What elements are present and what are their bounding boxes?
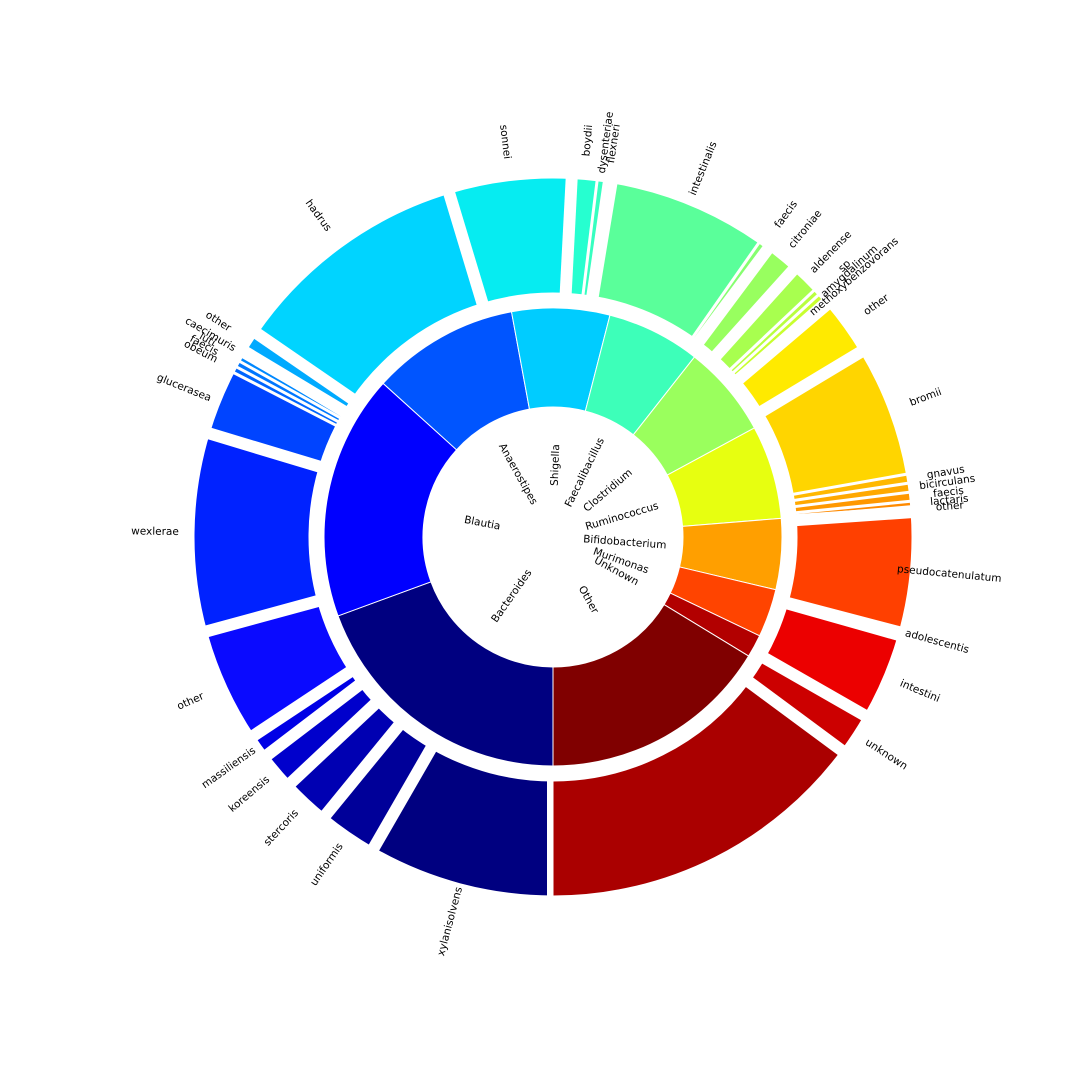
outer-wedge-gap	[792, 512, 915, 520]
inner-label-shigella: Shigella	[549, 444, 562, 486]
outer-label-wexlerae: wexlerae	[131, 525, 179, 538]
outer-label-other: other	[935, 499, 964, 513]
outer-wedge-gap	[565, 174, 571, 297]
